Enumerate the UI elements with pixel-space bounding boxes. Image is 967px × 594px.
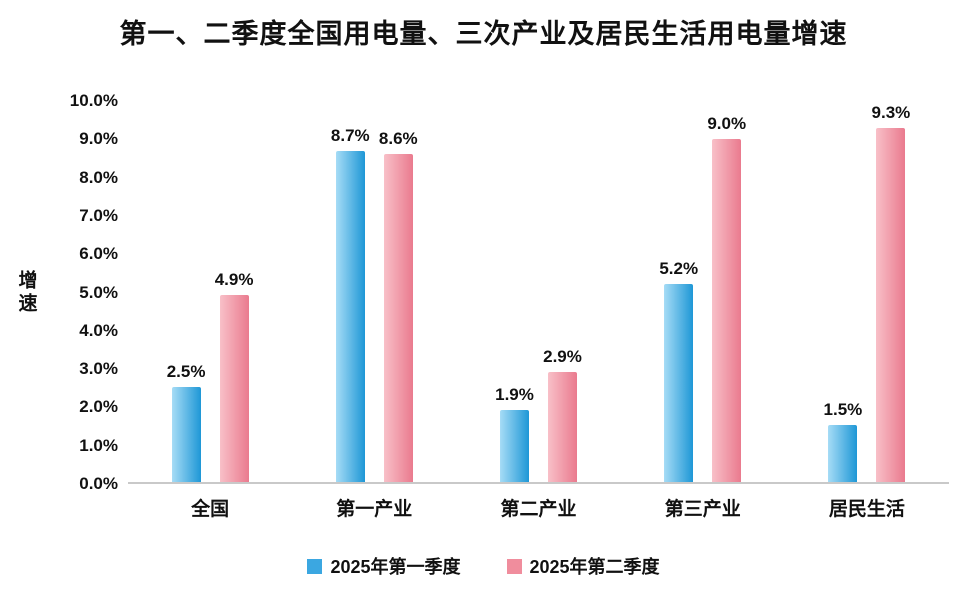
- bar-value-label: 8.6%: [378, 129, 418, 149]
- plot-column: 2.5% 4.9% 8.7% 8.6% 1.9% 2.9% 5.2% 9.0% 1.5% 9.3%…: [128, 101, 949, 521]
- category-label: 第一产业: [336, 499, 413, 520]
- y-tick-label: 10.0%: [69, 91, 118, 110]
- bar-series-1: 1.5%: [824, 400, 862, 482]
- category-label: 全国: [191, 499, 230, 520]
- y-tick-label: 9.0%: [79, 129, 118, 149]
- legend-label: 2025年第二季度: [529, 557, 660, 577]
- bar-group: 8.7% 8.6%: [292, 101, 456, 482]
- bar-series-2: 2.9%: [543, 347, 582, 482]
- bar-group: 1.9% 2.9%: [456, 101, 620, 482]
- y-tick-label: 1.0%: [79, 435, 118, 455]
- legend-item: 2025年第二季度: [506, 553, 660, 579]
- y-tick-label: 2.0%: [79, 397, 118, 417]
- y-tick-label: 5.0%: [79, 282, 118, 302]
- bar-group: 1.5% 9.3%: [785, 101, 949, 482]
- chart-title: 第一、二季度全国用电量、三次产业及居民生活用电量增速: [119, 19, 848, 49]
- bar-series-1: 8.7%: [331, 126, 370, 482]
- bar-series-2: 4.9%: [215, 270, 253, 482]
- y-tick-label: 4.0%: [79, 320, 118, 340]
- y-tick-label: 8.0%: [79, 167, 118, 187]
- bar-value-label: 1.5%: [823, 399, 863, 419]
- plot-area: 2.5% 4.9% 8.7% 8.6% 1.9% 2.9% 5.2% 9.0% 1.5% 9.3%: [128, 101, 949, 484]
- y-tick-label: 3.0%: [79, 359, 118, 379]
- bar-value-label: 2.5%: [166, 361, 206, 381]
- bar-series-1: 1.9%: [495, 385, 534, 482]
- bar-group: 2.5% 4.9%: [128, 101, 292, 482]
- y-axis-ticks: 0.0% 1.0% 2.0% 3.0% 4.0% 5.0% 6.0% 7.0% 8.0% 9.0%…: [52, 91, 128, 493]
- y-tick-label: 0.0%: [79, 474, 118, 493]
- legend-item: 2025年第一季度: [307, 553, 461, 579]
- chart: 第一、二季度全国用电量、三次产业及居民生活用电量增速 增速 0.0% 1.0% 2.…: [0, 19, 967, 579]
- y-tick-label: 7.0%: [79, 205, 118, 225]
- legend-label: 2025年第一季度: [330, 557, 461, 577]
- bar-value-label: 4.9%: [214, 270, 254, 290]
- category-label: 第三产业: [664, 499, 741, 520]
- bar-series-1: 2.5%: [167, 362, 205, 482]
- legend-swatch: [506, 558, 522, 574]
- y-axis-label: 增速: [15, 269, 37, 316]
- bar-group: 5.2% 9.0%: [621, 101, 785, 482]
- chart-body: 增速 0.0% 1.0% 2.0% 3.0% 4.0% 5.0% 6.0% 7.0% 8.0% 9…: [0, 91, 967, 521]
- bar-series-1: 5.2%: [659, 259, 698, 482]
- legend: 2025年第一季度 2025年第二季度: [0, 553, 967, 579]
- category-label: 第二产业: [500, 499, 577, 520]
- bar-value-label: 1.9%: [495, 384, 534, 404]
- category-label: 居民生活: [828, 499, 905, 520]
- bar-series-2: 8.6%: [379, 129, 418, 482]
- bar-series-2: 9.0%: [707, 114, 746, 482]
- y-axis-label-column: 增速: [0, 101, 52, 484]
- bar-series-2: 9.3%: [872, 103, 910, 482]
- bar-value-label: 9.0%: [707, 114, 747, 134]
- legend-swatch: [307, 558, 323, 574]
- y-tick-label: 6.0%: [79, 244, 118, 264]
- bar-value-label: 5.2%: [659, 258, 699, 278]
- category-axis: 全国 第一产业 第二产业 第三产业 居民生活: [128, 494, 949, 521]
- bar-value-label: 2.9%: [543, 346, 582, 366]
- bar-value-label: 9.3%: [871, 102, 911, 122]
- bar-value-label: 8.7%: [330, 125, 370, 145]
